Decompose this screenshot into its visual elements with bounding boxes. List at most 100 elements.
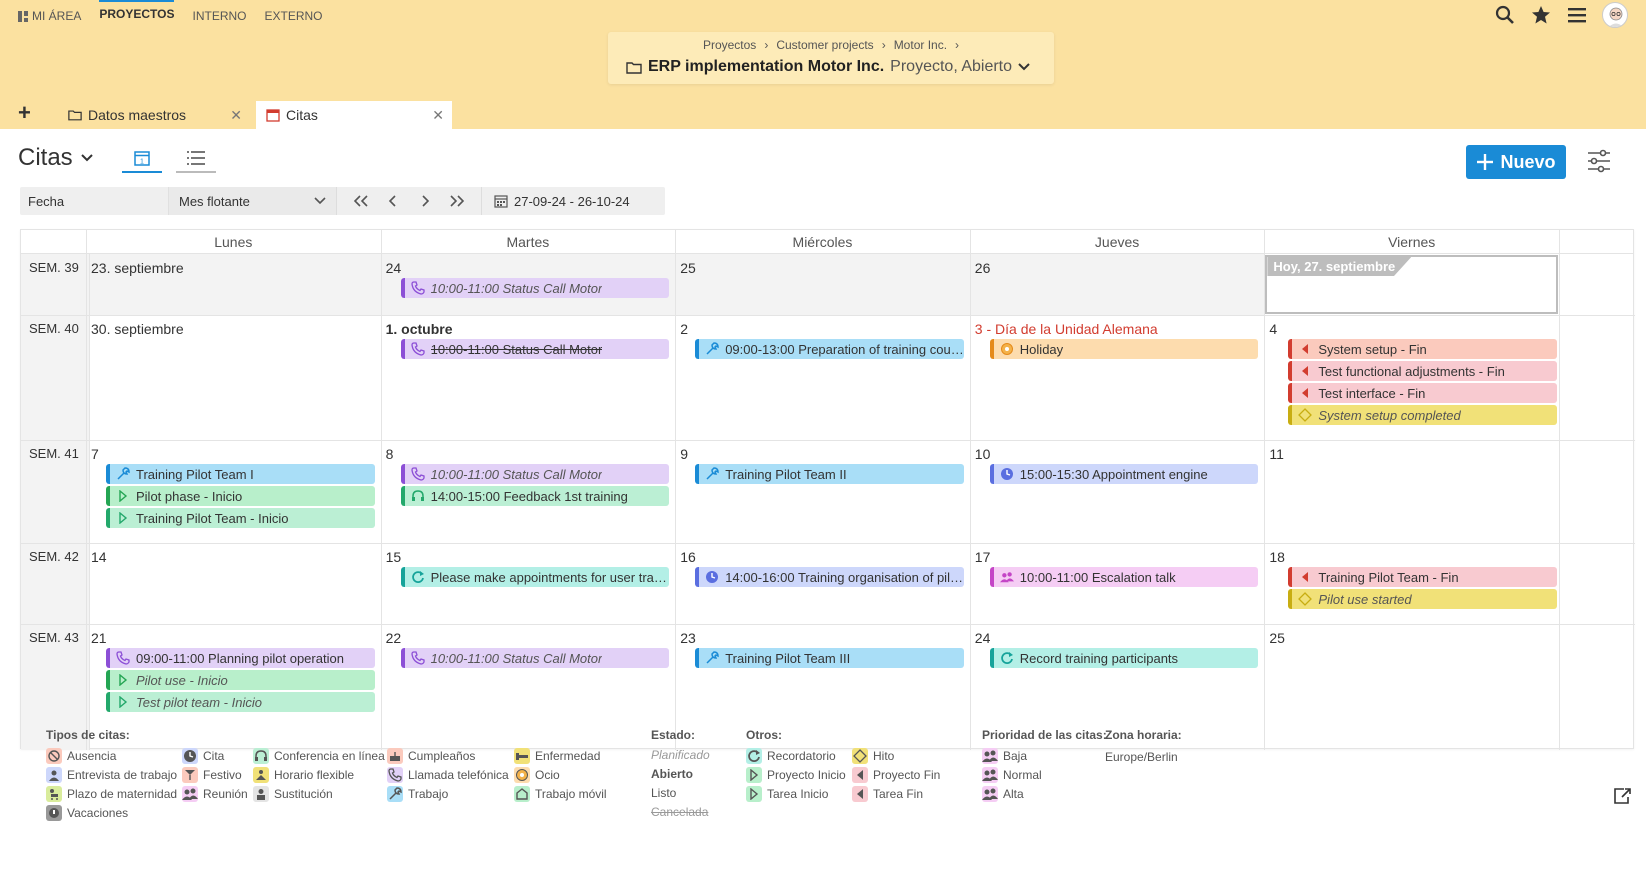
milestone-icon	[1298, 592, 1313, 606]
calendar-event[interactable]: Training Pilot Team II	[695, 464, 964, 484]
legend-label: Tarea Fin	[873, 787, 924, 801]
day-number[interactable]: 11	[1269, 446, 1284, 462]
day-number[interactable]: 4	[1269, 321, 1278, 337]
close-icon[interactable]: ✕	[432, 106, 444, 123]
export-icon[interactable]	[1612, 786, 1632, 806]
add-tab-button[interactable]: +	[18, 100, 31, 125]
day-number[interactable]: 21	[91, 630, 107, 646]
calendar-event[interactable]: 10:00-11:00 Escalation talk	[989, 567, 1259, 587]
search-icon[interactable]	[1494, 4, 1516, 26]
calendar-event[interactable]: 10:00-11:00 Status Call Motor	[400, 278, 670, 298]
legend-item: Planificado	[651, 748, 710, 762]
legend-label: Festivo	[203, 768, 242, 782]
day-number[interactable]: 23	[680, 630, 696, 646]
calendar-event[interactable]: Test pilot team - Inicio	[106, 692, 375, 712]
day-number[interactable]: 8	[385, 446, 394, 462]
calendar-event[interactable]: System setup - Fin	[1288, 339, 1557, 359]
today-cell[interactable]: Hoy, 27. septiembre	[1265, 255, 1558, 314]
event-title: Training Pilot Team III	[725, 650, 851, 666]
breadcrumb-item[interactable]: Motor Inc.	[893, 38, 948, 52]
calendar-event[interactable]: Training Pilot Team - Fin	[1288, 567, 1557, 587]
day-number[interactable]: 2	[680, 321, 688, 337]
star-icon[interactable]	[1530, 4, 1552, 26]
previous-period-button[interactable]	[381, 191, 405, 211]
day-number[interactable]: 26	[974, 260, 991, 276]
day-number[interactable]: 14	[91, 549, 107, 565]
calendar-event[interactable]: Test functional adjustments - Fin	[1288, 361, 1557, 381]
day-number[interactable]: 24	[385, 260, 402, 276]
legend-item: Llamada telefónica	[387, 767, 509, 783]
breadcrumb-item[interactable]: Customer projects	[776, 38, 874, 52]
calendar-event[interactable]: 09:00-13:00 Preparation of training cour…	[695, 339, 964, 359]
page-title[interactable]: Citas	[18, 144, 93, 172]
flag-start-icon	[116, 673, 130, 687]
close-icon[interactable]: ✕	[230, 106, 242, 123]
flag-end-icon	[1298, 386, 1312, 400]
calendar-event[interactable]: Training Pilot Team III	[695, 648, 964, 668]
holiday-icon	[1000, 342, 1014, 356]
calendar-event[interactable]: Pilot use - Inicio	[106, 670, 375, 690]
project-title[interactable]: ERP implementation Motor Inc. Proyecto, …	[626, 58, 1030, 76]
legend-label: Conferencia en línea	[274, 749, 385, 763]
day-number[interactable]: 30. septiembre	[91, 321, 184, 337]
filter-field[interactable]: Fecha	[28, 193, 65, 209]
calendar-event[interactable]: 10:00-11:00 Status Call Motor	[400, 339, 670, 359]
workspace-icon	[18, 10, 28, 22]
calendar-event[interactable]: Training Pilot Team I	[106, 464, 375, 484]
event-title: Test pilot team - Inicio	[136, 694, 262, 710]
date-range-picker[interactable]: 27-09-24 - 26-10-24	[482, 194, 630, 209]
day-number[interactable]: 10	[974, 446, 991, 462]
calendar-event[interactable]: 14:00-16:00 Training organisation of pil…	[695, 567, 964, 587]
day-number[interactable]: 25	[680, 260, 696, 276]
day-number[interactable]: 18	[1269, 549, 1285, 565]
next-period-button[interactable]	[413, 191, 437, 211]
calendar-event[interactable]: 09:00-11:00 Planning pilot operation	[106, 648, 375, 668]
calendar-event[interactable]: 10:00-11:00 Status Call Motor	[400, 648, 670, 668]
calendar-event[interactable]: 15:00-15:30 Appointment engine	[989, 464, 1259, 484]
calendar-event[interactable]: Training Pilot Team - Inicio	[106, 508, 375, 528]
tab-citas[interactable]: Citas ✕	[256, 101, 452, 129]
day-number[interactable]: 16	[680, 549, 696, 565]
new-button[interactable]: Nuevo	[1466, 145, 1566, 179]
day-number[interactable]: 15	[385, 549, 402, 565]
folder-icon	[68, 110, 82, 121]
day-number[interactable]: 24	[974, 630, 991, 646]
first-period-button[interactable]	[349, 191, 373, 211]
breadcrumb-item[interactable]: Proyectos	[702, 38, 757, 52]
last-period-button[interactable]	[445, 191, 469, 211]
day-number[interactable]: 7	[91, 446, 99, 462]
filter-settings-icon[interactable]	[1586, 148, 1612, 174]
mobile-work-icon	[514, 786, 530, 802]
plus-icon	[1477, 154, 1494, 170]
day-number[interactable]: 1. octubre	[385, 321, 453, 337]
calendar-event[interactable]: Record training participants	[989, 648, 1259, 668]
day-number[interactable]: 25	[1269, 630, 1285, 646]
day-number[interactable]: 22	[385, 630, 402, 646]
calendar-event[interactable]: 10:00-11:00 Status Call Motor	[400, 464, 670, 484]
day-number[interactable]: 23. septiembre	[91, 260, 184, 276]
nav-interno[interactable]: INTERNO	[192, 6, 246, 26]
calendar-event[interactable]: Please make appointments for user traini…	[400, 567, 670, 587]
list-view-tab[interactable]	[176, 145, 216, 173]
avatar[interactable]	[1602, 2, 1628, 28]
day-number[interactable]: 17	[974, 549, 991, 565]
calendar-event[interactable]: Holiday	[989, 339, 1259, 359]
period-select[interactable]: Mes flotante	[168, 187, 336, 215]
menu-icon[interactable]	[1566, 4, 1588, 26]
calendar-event[interactable]: Pilot use started	[1288, 589, 1557, 609]
flag-end-icon	[1298, 570, 1312, 584]
breadcrumb: Proyectos › Customer projects › Motor In…	[608, 38, 1054, 52]
calendar-view-tab[interactable]: 1	[122, 145, 162, 173]
day-number[interactable]: 3 - Día de la Unidad Alemana	[974, 321, 1158, 337]
nav-mi-area[interactable]: MI ÁREA	[18, 6, 81, 26]
tab-datos-maestros[interactable]: Datos maestros ✕	[58, 101, 250, 129]
calendar-event[interactable]: Pilot phase - Inicio	[106, 486, 375, 506]
legend-item: Festivo	[182, 767, 242, 783]
day-number[interactable]: 9	[680, 446, 688, 462]
calendar-event[interactable]: Test interface - Fin	[1288, 383, 1557, 403]
legend-item: Entrevista de trabajo	[46, 767, 177, 783]
nav-externo[interactable]: EXTERNO	[264, 6, 322, 26]
calendar-event[interactable]: System setup completed	[1288, 405, 1557, 425]
nav-proyectos[interactable]: PROYECTOS	[99, 0, 175, 21]
calendar-event[interactable]: 14:00-15:00 Feedback 1st training	[400, 486, 670, 506]
